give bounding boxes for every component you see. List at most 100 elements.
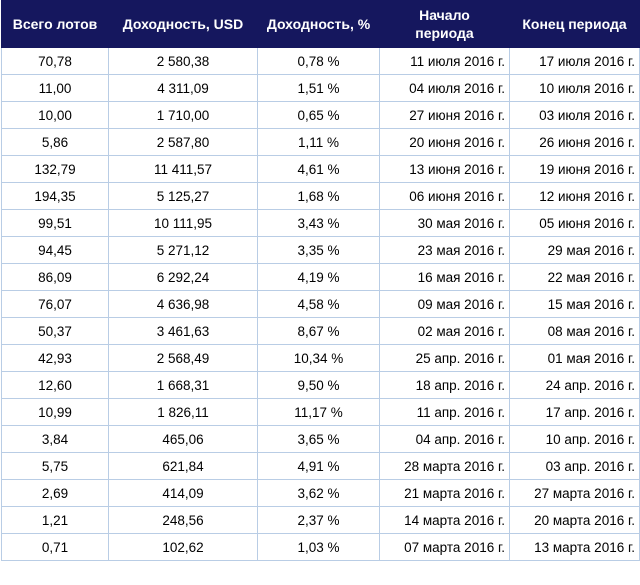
cell-period-end: 22 мая 2016 г. (509, 263, 640, 291)
cell-period-start: 04 июля 2016 г. (379, 74, 510, 102)
table-row: 10,00 1 710,00 0,65 % 27 июня 2016 г. 03 июл… (1, 101, 640, 129)
table-row: 10,99 1 826,11 11,17 % 11 апр. 2016 г. 17 ап… (1, 398, 640, 426)
cell-total-lots: 12,60 (1, 371, 109, 399)
cell-period-start: 02 мая 2016 г. (379, 317, 510, 345)
cell-period-start: 27 июня 2016 г. (379, 101, 510, 129)
cell-total-lots: 132,79 (1, 155, 109, 183)
cell-profit-usd: 2 568,49 (108, 344, 258, 372)
table-row: 3,84 465,06 3,65 % 04 апр. 2016 г. 10 апр. 2… (1, 425, 640, 453)
cell-profit-usd: 2 580,38 (108, 47, 258, 75)
cell-profit-pct: 11,17 % (257, 398, 380, 426)
cell-period-start: 11 июля 2016 г. (379, 47, 510, 75)
cell-profit-usd: 465,06 (108, 425, 258, 453)
cell-profit-pct: 3,43 % (257, 209, 380, 237)
cell-period-end: 24 апр. 2016 г. (509, 371, 640, 399)
cell-period-end: 10 июля 2016 г. (509, 74, 640, 102)
header-period-end: Конец периода (509, 0, 640, 48)
cell-profit-pct: 1,68 % (257, 182, 380, 210)
table-row: 76,07 4 636,98 4,58 % 09 мая 2016 г. 15 мая … (1, 290, 640, 318)
cell-profit-pct: 2,37 % (257, 506, 380, 534)
cell-period-end: 03 апр. 2016 г. (509, 452, 640, 480)
cell-profit-usd: 1 826,11 (108, 398, 258, 426)
cell-total-lots: 10,99 (1, 398, 109, 426)
table-row: 99,51 10 111,95 3,43 % 30 мая 2016 г. 05 июн… (1, 209, 640, 237)
cell-period-start: 09 мая 2016 г. (379, 290, 510, 318)
cell-total-lots: 2,69 (1, 479, 109, 507)
cell-profit-pct: 1,03 % (257, 533, 380, 561)
cell-profit-usd: 3 461,63 (108, 317, 258, 345)
cell-period-start: 13 июня 2016 г. (379, 155, 510, 183)
cell-profit-usd: 5 125,27 (108, 182, 258, 210)
cell-period-start: 04 апр. 2016 г. (379, 425, 510, 453)
cell-total-lots: 5,75 (1, 452, 109, 480)
results-table: Всего лотов Доходность, USD Доходность, … (1, 0, 640, 561)
table-row: 1,21 248,56 2,37 % 14 марта 2016 г. 20 марта… (1, 506, 640, 534)
table-row: 42,93 2 568,49 10,34 % 25 апр. 2016 г. 01 ма… (1, 344, 640, 372)
header-period-start: Начало периода (379, 0, 510, 48)
cell-total-lots: 42,93 (1, 344, 109, 372)
cell-profit-pct: 10,34 % (257, 344, 380, 372)
cell-total-lots: 10,00 (1, 101, 109, 129)
header-row: Всего лотов Доходность, USD Доходность, … (1, 0, 640, 48)
cell-period-end: 29 мая 2016 г. (509, 236, 640, 264)
cell-period-start: 07 марта 2016 г. (379, 533, 510, 561)
cell-period-end: 03 июля 2016 г. (509, 101, 640, 129)
cell-profit-usd: 1 710,00 (108, 101, 258, 129)
cell-profit-usd: 10 111,95 (108, 209, 258, 237)
header-period-start-line2: периода (415, 25, 474, 41)
cell-profit-pct: 9,50 % (257, 371, 380, 399)
cell-profit-usd: 1 668,31 (108, 371, 258, 399)
cell-period-end: 27 марта 2016 г. (509, 479, 640, 507)
cell-period-end: 26 июня 2016 г. (509, 128, 640, 156)
cell-period-start: 21 марта 2016 г. (379, 479, 510, 507)
cell-profit-usd: 2 587,80 (108, 128, 258, 156)
table-row: 50,37 3 461,63 8,67 % 02 мая 2016 г. 08 мая … (1, 317, 640, 345)
cell-total-lots: 0,71 (1, 533, 109, 561)
cell-profit-usd: 5 271,12 (108, 236, 258, 264)
header-profit-pct: Доходность, % (257, 0, 380, 48)
table-row: 2,69 414,09 3,62 % 21 марта 2016 г. 27 марта… (1, 479, 640, 507)
cell-period-end: 10 апр. 2016 г. (509, 425, 640, 453)
cell-total-lots: 11,00 (1, 74, 109, 102)
cell-total-lots: 1,21 (1, 506, 109, 534)
cell-period-start: 23 мая 2016 г. (379, 236, 510, 264)
cell-profit-usd: 6 292,24 (108, 263, 258, 291)
cell-period-end: 15 мая 2016 г. (509, 290, 640, 318)
cell-total-lots: 3,84 (1, 425, 109, 453)
table-header: Всего лотов Доходность, USD Доходность, … (1, 0, 640, 48)
cell-profit-usd: 102,62 (108, 533, 258, 561)
cell-period-end: 01 мая 2016 г. (509, 344, 640, 372)
cell-total-lots: 5,86 (1, 128, 109, 156)
cell-profit-pct: 0,65 % (257, 101, 380, 129)
cell-period-start: 14 марта 2016 г. (379, 506, 510, 534)
table-row: 11,00 4 311,09 1,51 % 04 июля 2016 г. 10 июл… (1, 74, 640, 102)
cell-profit-pct: 4,58 % (257, 290, 380, 318)
cell-period-end: 12 июня 2016 г. (509, 182, 640, 210)
cell-period-start: 28 марта 2016 г. (379, 452, 510, 480)
cell-period-end: 08 мая 2016 г. (509, 317, 640, 345)
cell-profit-usd: 4 311,09 (108, 74, 258, 102)
cell-period-end: 17 июля 2016 г. (509, 47, 640, 75)
cell-total-lots: 76,07 (1, 290, 109, 318)
table-body: 70,78 2 580,38 0,78 % 11 июля 2016 г. 17 июл… (1, 47, 640, 561)
table-row: 5,86 2 587,80 1,11 % 20 июня 2016 г. 26 июня… (1, 128, 640, 156)
table-row: 12,60 1 668,31 9,50 % 18 апр. 2016 г. 24 апр… (1, 371, 640, 399)
cell-total-lots: 99,51 (1, 209, 109, 237)
cell-total-lots: 94,45 (1, 236, 109, 264)
cell-period-start: 06 июня 2016 г. (379, 182, 510, 210)
cell-profit-usd: 11 411,57 (108, 155, 258, 183)
table-row: 0,71 102,62 1,03 % 07 марта 2016 г. 13 марта… (1, 533, 640, 561)
cell-period-start: 20 июня 2016 г. (379, 128, 510, 156)
table-row: 194,35 5 125,27 1,68 % 06 июня 2016 г. 12 ию… (1, 182, 640, 210)
table-row: 94,45 5 271,12 3,35 % 23 мая 2016 г. 29 мая … (1, 236, 640, 264)
cell-total-lots: 86,09 (1, 263, 109, 291)
cell-period-end: 19 июня 2016 г. (509, 155, 640, 183)
cell-profit-pct: 8,67 % (257, 317, 380, 345)
cell-period-end: 13 марта 2016 г. (509, 533, 640, 561)
cell-period-start: 30 мая 2016 г. (379, 209, 510, 237)
cell-total-lots: 194,35 (1, 182, 109, 210)
cell-profit-usd: 248,56 (108, 506, 258, 534)
cell-profit-pct: 3,35 % (257, 236, 380, 264)
header-period-start-line1: Начало (419, 7, 470, 23)
table-row: 5,75 621,84 4,91 % 28 марта 2016 г. 03 апр. … (1, 452, 640, 480)
